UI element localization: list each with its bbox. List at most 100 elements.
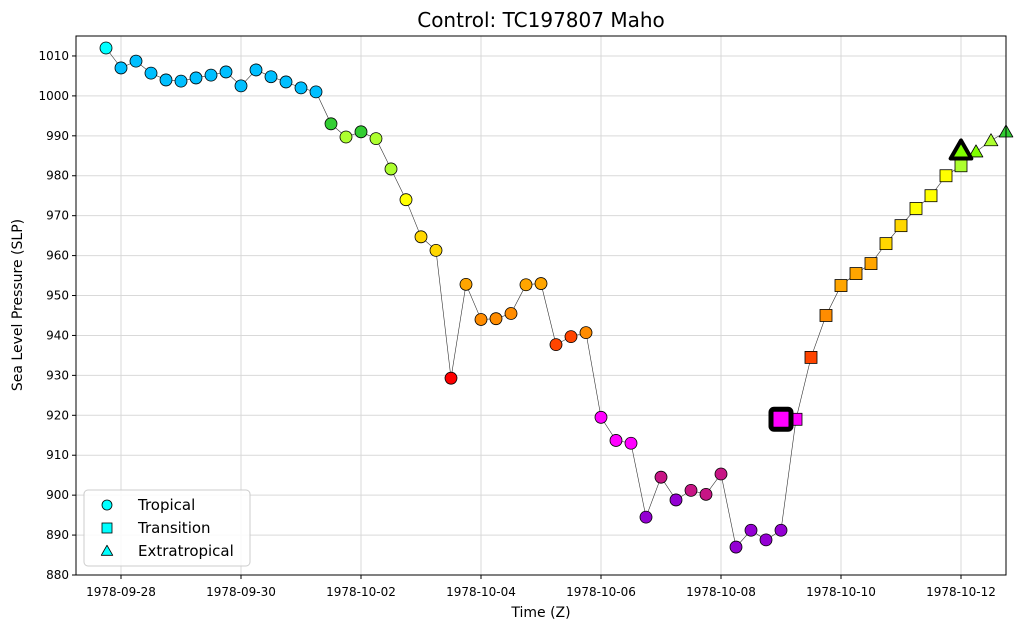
data-point xyxy=(489,312,503,326)
data-point xyxy=(804,351,818,364)
data-point xyxy=(99,41,113,55)
data-point xyxy=(369,132,383,146)
y-tick-label: 890 xyxy=(46,528,69,542)
x-axis-title: Time (Z) xyxy=(510,605,570,621)
y-tick-label: 990 xyxy=(46,129,69,143)
y-tick-label: 930 xyxy=(46,368,69,382)
data-point xyxy=(894,219,908,233)
y-tick-label: 980 xyxy=(46,169,69,183)
data-point xyxy=(384,162,398,176)
x-tick-label: 1978-09-30 xyxy=(206,585,276,599)
data-point xyxy=(849,267,863,280)
data-point xyxy=(264,70,278,84)
y-tick-label: 920 xyxy=(46,408,69,422)
x-tick-label: 1978-10-10 xyxy=(806,585,876,599)
y-tick-label: 1010 xyxy=(38,49,69,63)
grid-lines xyxy=(76,36,1006,576)
data-point xyxy=(774,523,788,537)
data-point xyxy=(189,71,203,85)
data-point xyxy=(579,326,593,340)
data-point xyxy=(924,189,938,203)
data-point xyxy=(414,230,428,244)
data-point xyxy=(639,510,653,524)
legend-label: Tropical xyxy=(137,496,195,514)
y-tick-label: 970 xyxy=(46,209,69,223)
legend-label: Extratropical xyxy=(138,542,234,560)
data-point xyxy=(744,523,758,537)
data-point xyxy=(129,54,143,68)
y-tick-label: 940 xyxy=(46,328,69,342)
highlight-triangle xyxy=(948,138,974,161)
data-point xyxy=(324,117,338,131)
legend-label: Transition xyxy=(137,519,211,537)
x-tick-label: 1978-10-08 xyxy=(686,585,756,599)
data-point xyxy=(714,467,728,481)
data-point xyxy=(294,81,308,95)
data-point xyxy=(834,279,848,292)
x-tick-label: 1978-10-12 xyxy=(926,585,996,599)
data-point xyxy=(354,125,368,139)
data-point xyxy=(968,144,984,158)
data-point xyxy=(444,371,458,385)
data-point xyxy=(564,330,578,344)
highlight-markers xyxy=(768,138,974,432)
y-axis-title: Sea Level Pressure (SLP) xyxy=(10,219,26,391)
data-point xyxy=(684,483,698,497)
data-point xyxy=(983,133,999,147)
legend-box xyxy=(83,489,251,567)
data-point xyxy=(939,169,953,183)
highlight-square xyxy=(768,406,794,432)
data-point xyxy=(879,237,893,251)
data-point xyxy=(654,470,668,484)
data-point xyxy=(399,193,413,207)
legend-marker-triangle xyxy=(100,544,114,556)
data-points xyxy=(99,41,1014,554)
data-point xyxy=(204,68,218,82)
data-point xyxy=(954,159,968,173)
data-point xyxy=(114,61,128,75)
legend: Tropical Transition Extratropical xyxy=(83,489,251,567)
data-point xyxy=(819,309,833,322)
data-point xyxy=(219,65,233,79)
y-tick-label: 960 xyxy=(46,249,69,263)
data-point xyxy=(474,313,488,326)
data-point xyxy=(759,533,773,547)
data-point xyxy=(144,66,158,80)
data-point xyxy=(534,277,548,290)
y-axis-ticks: 880 890 900 910 920 930 940 950 960 970 980 990 1000… xyxy=(38,49,76,582)
y-tick-label: 900 xyxy=(46,488,69,502)
data-point xyxy=(549,338,563,352)
data-point xyxy=(174,74,188,88)
y-tick-label: 950 xyxy=(46,289,69,303)
data-point xyxy=(459,277,473,291)
legend-marker-circle xyxy=(101,499,113,511)
y-tick-label: 910 xyxy=(46,448,69,462)
data-point xyxy=(699,487,713,501)
data-point xyxy=(159,73,173,87)
data-point xyxy=(429,244,443,257)
data-point xyxy=(624,436,638,450)
data-point xyxy=(234,79,248,93)
data-point xyxy=(279,75,293,89)
data-point xyxy=(909,202,923,215)
plot-frame xyxy=(75,35,1007,576)
data-point xyxy=(339,130,353,144)
data-point xyxy=(309,85,323,99)
x-tick-label: 1978-10-04 xyxy=(446,585,516,599)
data-point xyxy=(504,307,518,320)
x-tick-label: 1978-10-06 xyxy=(566,585,636,599)
x-tick-label: 1978-10-02 xyxy=(326,585,396,599)
x-axis-ticks: 1978-09-28 1978-09-30 1978-10-02 1978-10-04… xyxy=(86,575,996,599)
y-tick-label: 880 xyxy=(46,568,69,582)
legend-marker-square xyxy=(101,522,113,534)
data-point xyxy=(519,278,533,292)
data-point xyxy=(594,410,608,424)
data-point xyxy=(249,63,263,77)
data-point xyxy=(609,434,623,447)
chart-title: Control: TC197807 Maho xyxy=(417,8,665,32)
data-point xyxy=(729,540,743,554)
y-tick-label: 1000 xyxy=(38,89,69,103)
data-point xyxy=(864,257,878,270)
x-tick-label: 1978-09-28 xyxy=(86,585,156,599)
